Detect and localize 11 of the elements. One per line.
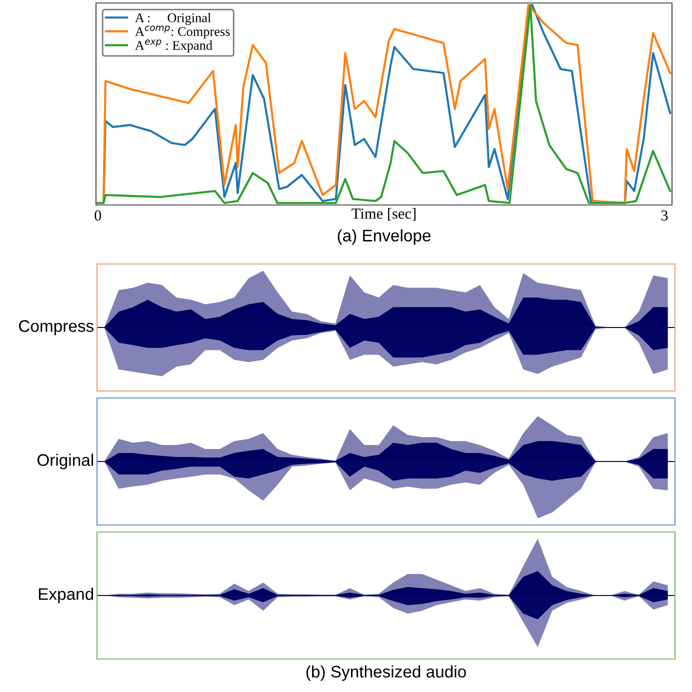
x-tick-label: 0: [94, 210, 102, 221]
text: (a) Envelope: [338, 229, 431, 245]
x-tick-label: 3: [661, 210, 668, 221]
y-axis-title: Compress: [19, 320, 94, 336]
y-axis-title: Original: [37, 454, 93, 470]
legend-label: A : Original: [135, 12, 211, 25]
y-axis-title: Expand: [38, 588, 94, 604]
text: (b) Synthesized audio: [306, 665, 466, 681]
legend-label: A$^{exp}$ : Expand: [135, 39, 212, 53]
legend-label: A$^{comp}$: Compress: [135, 26, 230, 39]
x-axis-title: Time [sec]: [352, 208, 416, 221]
